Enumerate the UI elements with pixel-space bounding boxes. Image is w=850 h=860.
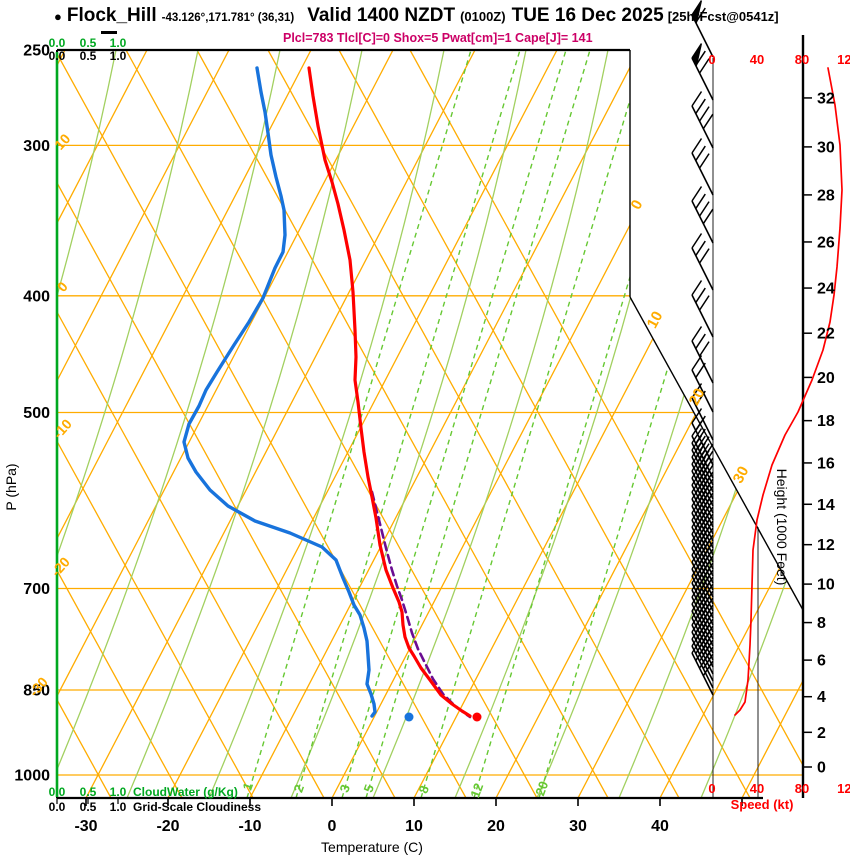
- svg-text:0.0: 0.0: [49, 800, 66, 814]
- surface-dots: [404, 712, 482, 722]
- svg-text:-20: -20: [48, 554, 74, 580]
- svg-text:3: 3: [336, 782, 353, 794]
- svg-text:30: 30: [569, 818, 587, 835]
- svg-text:32: 32: [817, 90, 835, 107]
- svg-text:120: 120: [837, 52, 850, 67]
- svg-text:8: 8: [415, 783, 432, 795]
- wind-barbs: [691, 0, 714, 696]
- wind-speed-curve: [734, 67, 843, 716]
- svg-text:-10: -10: [50, 416, 76, 442]
- temperature-curve: [307, 66, 472, 718]
- svg-text:1.0: 1.0: [110, 36, 127, 50]
- svg-text:P (hPa): P (hPa): [3, 463, 19, 510]
- svg-text:16: 16: [817, 455, 835, 472]
- svg-text:0.0: 0.0: [49, 49, 66, 63]
- svg-text:80: 80: [795, 781, 809, 796]
- svg-text:CloudWater (g/Kg): CloudWater (g/Kg): [133, 785, 238, 799]
- svg-text:28: 28: [817, 187, 835, 204]
- svg-text:1.0: 1.0: [110, 49, 127, 63]
- speed-axis: 0040408080120120Speed (kt): [708, 52, 850, 812]
- svg-text:10: 10: [405, 818, 423, 835]
- svg-text:20: 20: [487, 818, 505, 835]
- valid-date: TUE 16 Dec 2025: [511, 5, 664, 26]
- svg-text:0: 0: [328, 818, 337, 835]
- svg-text:5: 5: [360, 782, 377, 794]
- svg-text:0.5: 0.5: [80, 49, 97, 63]
- svg-text:-20: -20: [156, 818, 179, 835]
- svg-text:850: 850: [23, 683, 50, 700]
- valid-time: Valid 1400 NZDT: [307, 5, 456, 26]
- svg-text:12: 12: [467, 781, 486, 800]
- svg-text:8: 8: [817, 615, 826, 632]
- svg-text:120: 120: [837, 781, 850, 796]
- chart-title: ● Flock_Hill -43.126°,171.781° (36,31) V…: [54, 5, 779, 27]
- svg-text:26: 26: [817, 234, 835, 251]
- svg-text:20: 20: [817, 370, 835, 387]
- station-name: Flock_Hill: [66, 5, 157, 26]
- svg-text:1000: 1000: [14, 768, 50, 785]
- svg-text:0: 0: [708, 781, 715, 796]
- svg-text:400: 400: [23, 288, 50, 305]
- svg-text:80: 80: [795, 52, 809, 67]
- svg-text:6: 6: [817, 653, 826, 670]
- station-coords: -43.126°,171.781° (36,31): [161, 12, 295, 24]
- svg-text:18: 18: [817, 413, 835, 430]
- dewpoint-curve: [182, 66, 377, 718]
- svg-text:Temperature (C): Temperature (C): [321, 839, 423, 855]
- svg-text:0: 0: [708, 52, 715, 67]
- svg-text:10: 10: [644, 309, 667, 332]
- svg-text:0.5: 0.5: [80, 800, 97, 814]
- svg-text:30: 30: [817, 139, 835, 156]
- svg-text:0: 0: [817, 760, 826, 777]
- svg-text:4: 4: [817, 689, 826, 706]
- obs-time: (0100Z): [460, 9, 506, 24]
- forecast-info: [25hrFcst@0541z]: [667, 9, 779, 24]
- svg-text:Grid-Scale Cloudiness: Grid-Scale Cloudiness: [133, 800, 261, 814]
- svg-text:22: 22: [817, 326, 835, 343]
- svg-text:0.0: 0.0: [49, 36, 66, 50]
- title-bullet-icon: ●: [54, 9, 62, 24]
- svg-text:300: 300: [23, 138, 50, 155]
- svg-text:30: 30: [730, 464, 753, 487]
- svg-text:0.5: 0.5: [80, 36, 97, 50]
- svg-text:-10: -10: [238, 818, 261, 835]
- svg-text:10: 10: [817, 577, 835, 594]
- skewt-background: [57, 50, 803, 798]
- svg-text:24: 24: [817, 281, 835, 298]
- svg-text:700: 700: [23, 581, 50, 598]
- svg-text:-30: -30: [74, 818, 97, 835]
- svg-text:0.5: 0.5: [80, 785, 97, 799]
- svg-text:20: 20: [686, 386, 709, 409]
- svg-text:Speed (kt): Speed (kt): [731, 797, 794, 812]
- svg-text:Height (1000 Feet): Height (1000 Feet): [774, 469, 790, 586]
- svg-text:500: 500: [23, 405, 50, 422]
- svg-text:0.0: 0.0: [49, 785, 66, 799]
- svg-text:40: 40: [750, 52, 764, 67]
- plot-borders: [55, 31, 805, 800]
- mixing-ratio-labels: 1 2 3 5 8 12 20: [239, 779, 551, 800]
- svg-text:20: 20: [532, 779, 551, 798]
- svg-text:10: 10: [51, 130, 73, 152]
- svg-text:2: 2: [817, 725, 826, 742]
- svg-text:1.0: 1.0: [110, 800, 127, 814]
- svg-text:14: 14: [817, 497, 835, 514]
- svg-text:40: 40: [750, 781, 764, 796]
- svg-text:1: 1: [239, 780, 256, 792]
- svg-text:40: 40: [651, 818, 669, 835]
- cloud-scales: 0.00.00.50.51.01.00.00.00.50.51.01.0Clou…: [49, 36, 262, 814]
- svg-text:1.0: 1.0: [110, 785, 127, 799]
- svg-text:250: 250: [23, 43, 50, 60]
- svg-text:12: 12: [817, 537, 835, 554]
- sounding-parameters: Plcl=783 Tlcl[C]=0 Shox=5 Pwat[cm]=1 Cap…: [283, 31, 593, 45]
- svg-text:2: 2: [290, 782, 307, 794]
